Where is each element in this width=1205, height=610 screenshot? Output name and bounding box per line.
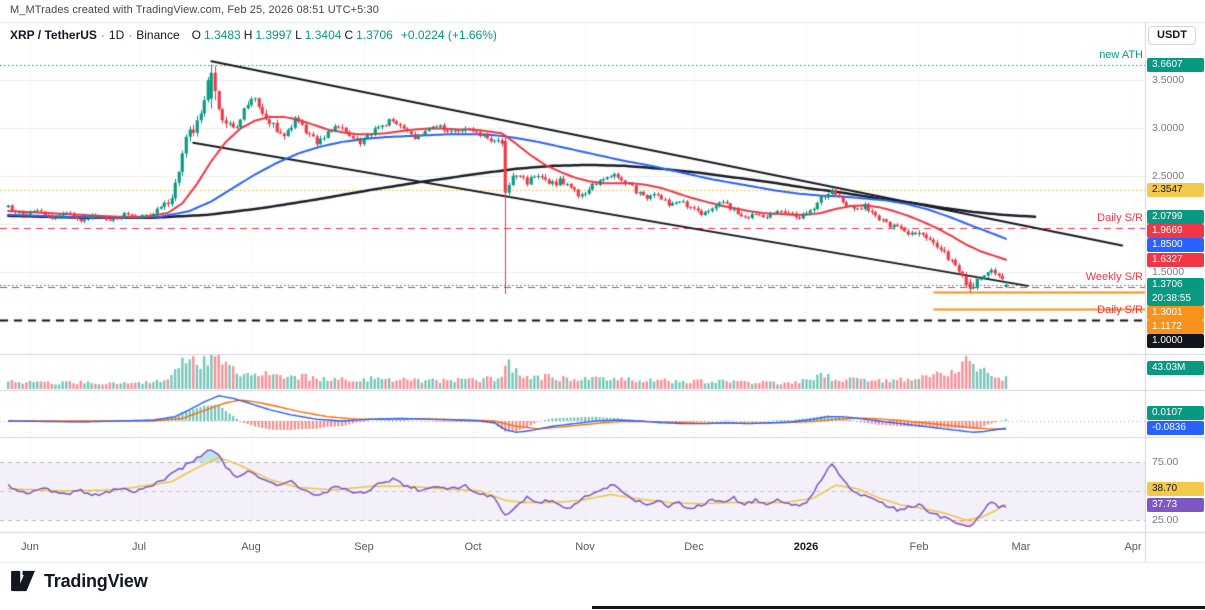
time-axis-label: Jul [131, 541, 147, 553]
low-value: 1.3404 [304, 28, 342, 42]
time-axis-label: Nov [575, 541, 595, 553]
time-axis-label: Feb [909, 541, 929, 553]
time-axis-label: Aug [241, 541, 261, 553]
tradingview-logo-icon[interactable] [10, 570, 36, 592]
interval-label[interactable]: 1D [108, 28, 125, 42]
change-value: +0.0224 (+1.66%) [400, 28, 497, 42]
high-label: H [243, 28, 253, 42]
footer: TradingView [10, 570, 148, 592]
exchange-label[interactable]: Binance [136, 28, 180, 42]
bottom-edge-artifact [592, 606, 1205, 609]
low-label: L [295, 28, 302, 42]
time-axis-label: Mar [1011, 541, 1031, 553]
open-label: O [191, 28, 201, 42]
time-axis-label: Sep [354, 541, 374, 553]
tradingview-logo-text[interactable]: TradingView [44, 570, 148, 591]
open-value: 1.3483 [203, 28, 241, 42]
time-axis-label: 2026 [793, 541, 819, 553]
close-value: 1.3706 [356, 28, 393, 42]
symbol-title[interactable]: XRP / TetherUS [10, 28, 97, 42]
price-axis[interactable] [1146, 22, 1205, 533]
time-axis[interactable]: Jun Jul Aug Sep Oct Nov Dec 2026 Feb Mar Apr [0, 533, 1146, 562]
time-axis-label: Dec [684, 541, 704, 553]
time-axis-label: Jun [21, 541, 39, 553]
separator-dot: · [128, 28, 133, 42]
separator-dot: · [100, 28, 105, 42]
time-axis-label: Oct [464, 541, 482, 553]
currency-button[interactable]: USDT [1148, 26, 1196, 45]
time-axis-label: Apr [1124, 541, 1142, 553]
attribution-text: M_MTrades created with TradingView.com, … [10, 4, 379, 16]
close-label: C [344, 28, 354, 42]
high-value: 1.3997 [255, 28, 293, 42]
ohlc-values: O 1.3483 H 1.3997 L 1.3404 C 1.3706 [192, 28, 393, 42]
